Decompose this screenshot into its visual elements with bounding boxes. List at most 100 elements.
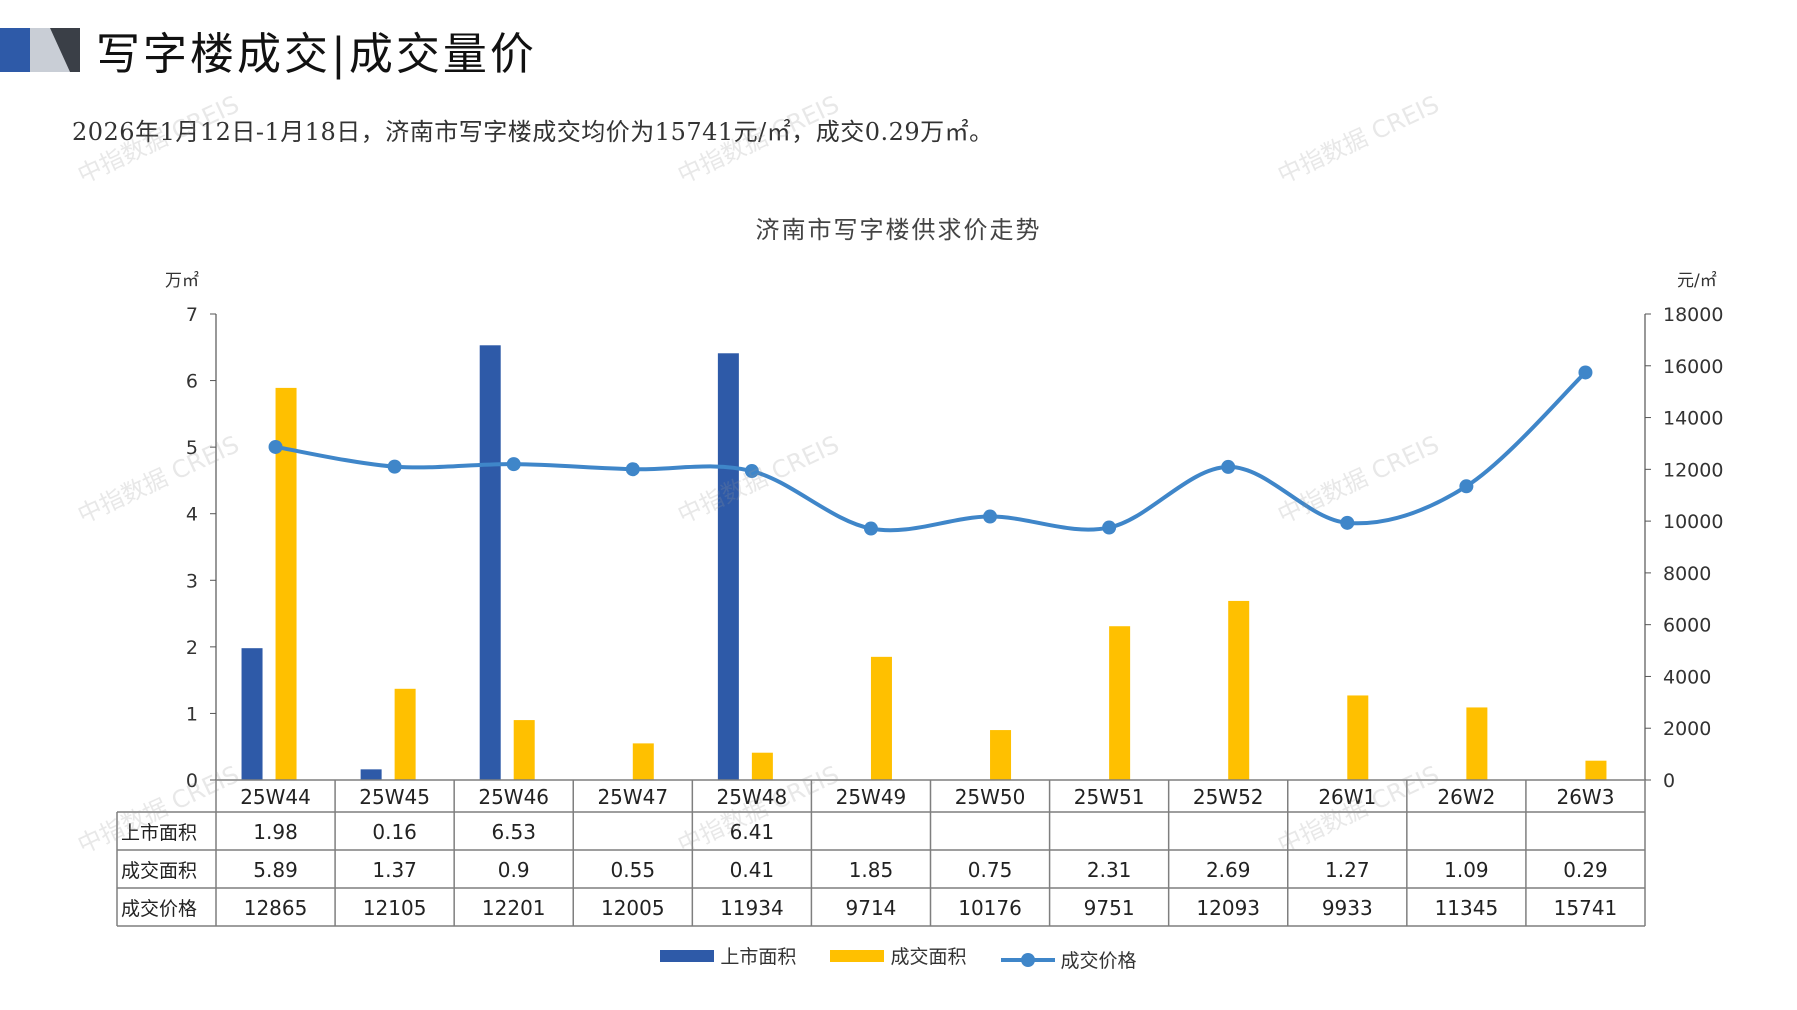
x-tick-label: 25W44 — [240, 785, 311, 809]
bar-listed-area — [717, 353, 739, 780]
table-cell: 12201 — [482, 896, 546, 920]
right-axis-tick-label: 16000 — [1663, 356, 1723, 378]
price-point — [1459, 479, 1474, 494]
table-cell: 6.53 — [491, 820, 536, 844]
price-point — [1102, 520, 1117, 535]
bar-listed-area — [241, 648, 263, 780]
left-axis-tick-label: 3 — [186, 570, 198, 592]
left-axis-tick-label: 7 — [186, 304, 198, 326]
price-point — [744, 464, 759, 479]
legend-item-deal: 成交面积 — [830, 942, 967, 969]
left-axis-tick-label: 0 — [186, 770, 198, 792]
price-point — [1340, 515, 1355, 530]
table-cell: 12093 — [1196, 896, 1260, 920]
bar-deal-area — [1109, 626, 1131, 780]
right-axis-tick-label: 10000 — [1663, 511, 1723, 533]
bar-deal-area — [1228, 600, 1250, 780]
table-cell: 0.41 — [730, 858, 775, 882]
legend-item-listed: 上市面积 — [660, 942, 796, 969]
bar-deal-area — [1585, 760, 1607, 780]
legend-item-price: 成交价格 — [1000, 946, 1137, 973]
right-axis-unit: 元/㎡ — [1677, 271, 1717, 291]
right-axis-tick-label: 2000 — [1663, 718, 1711, 740]
table-cell: 2.69 — [1206, 858, 1251, 882]
right-axis-tick-label: 8000 — [1663, 563, 1711, 585]
table-cell: 15741 — [1554, 896, 1618, 920]
table-cell: 6.41 — [730, 820, 775, 844]
x-tick-label: 26W1 — [1318, 785, 1376, 809]
table-cell: 9751 — [1084, 896, 1135, 920]
legend-label-listed: 上市面积 — [720, 946, 797, 968]
bar-deal-area — [751, 752, 773, 780]
price-point — [387, 459, 402, 474]
price-point — [1221, 459, 1236, 474]
x-tick-label: 25W50 — [955, 785, 1026, 809]
table-cell: 0.9 — [498, 858, 530, 882]
bar-deal-area — [1466, 707, 1488, 780]
price-point — [506, 457, 521, 472]
right-axis-tick-label: 4000 — [1663, 666, 1711, 688]
left-axis-tick-label: 1 — [186, 703, 198, 725]
price-point — [983, 509, 998, 524]
bar-deal-area — [870, 656, 892, 780]
table-cell: 0.16 — [372, 820, 417, 844]
table-cell: 10176 — [958, 896, 1022, 920]
table-cell: 1.27 — [1325, 858, 1370, 882]
left-axis-tick-label: 6 — [186, 371, 198, 393]
left-axis-unit: 万㎡ — [165, 271, 199, 291]
summary-text: 2026年1月12日-1月18日，济南市写字楼成交均价为15741元/㎡，成交0… — [72, 118, 994, 146]
logo-dark-block — [50, 28, 80, 72]
legend-swatch-deal — [830, 949, 885, 962]
table-cell: 12105 — [363, 896, 427, 920]
table-cell: 0.29 — [1563, 858, 1608, 882]
table-cell: 0.75 — [968, 858, 1013, 882]
bar-deal-area — [990, 730, 1012, 780]
price-point — [625, 462, 640, 477]
table-cell: 9933 — [1322, 896, 1373, 920]
x-tick-label: 25W49 — [836, 785, 907, 809]
logo-blue-block — [0, 28, 30, 72]
header-logo — [0, 28, 80, 72]
x-tick-label: 26W2 — [1437, 785, 1495, 809]
legend-line-price — [1000, 952, 1055, 967]
x-tick-label: 25W51 — [1074, 785, 1145, 809]
right-axis-tick-label: 12000 — [1663, 459, 1723, 481]
left-axis-tick-label: 2 — [186, 637, 198, 659]
legend-swatch-listed — [660, 949, 715, 962]
table-cell: 11345 — [1435, 896, 1499, 920]
x-tick-label: 25W45 — [359, 785, 430, 809]
chart-legend: 上市面积 成交面积 成交价格 — [0, 942, 1797, 973]
x-tick-label: 25W46 — [478, 785, 549, 809]
table-cell: 0.55 — [611, 858, 656, 882]
chart-title: 济南市写字楼供求价走势 — [755, 216, 1042, 244]
table-row-header: 上市面积 — [121, 822, 197, 844]
table-cell: 9714 — [846, 896, 897, 920]
legend-label-price: 成交价格 — [1060, 950, 1137, 972]
bar-deal-area — [632, 743, 654, 780]
x-tick-label: 26W3 — [1556, 785, 1614, 809]
right-axis-tick-label: 14000 — [1663, 408, 1723, 430]
right-axis-tick-label: 0 — [1663, 770, 1675, 792]
page-title: 写字楼成交|成交量价 — [96, 29, 537, 80]
price-point — [1578, 365, 1593, 380]
bar-listed-area — [360, 769, 382, 780]
table-cell: 1.85 — [849, 858, 894, 882]
table-cell: 5.89 — [253, 858, 298, 882]
bar-deal-area — [275, 387, 297, 780]
table-row-header: 成交价格 — [121, 898, 197, 920]
logo-gray-block — [30, 28, 70, 72]
bar-deal-area — [394, 688, 416, 780]
price-point — [268, 439, 283, 454]
table-cell: 12005 — [601, 896, 665, 920]
price-line — [275, 371, 1587, 533]
left-axis-tick-label: 5 — [186, 437, 198, 459]
left-axis-tick-label: 4 — [186, 504, 198, 526]
table-cell: 1.37 — [372, 858, 417, 882]
x-tick-label: 25W52 — [1193, 785, 1264, 809]
x-tick-label: 25W47 — [597, 785, 668, 809]
table-cell: 2.31 — [1087, 858, 1132, 882]
table-cell: 12865 — [244, 896, 308, 920]
table-row-header: 成交面积 — [121, 860, 197, 882]
right-axis-tick-label: 18000 — [1663, 304, 1723, 326]
